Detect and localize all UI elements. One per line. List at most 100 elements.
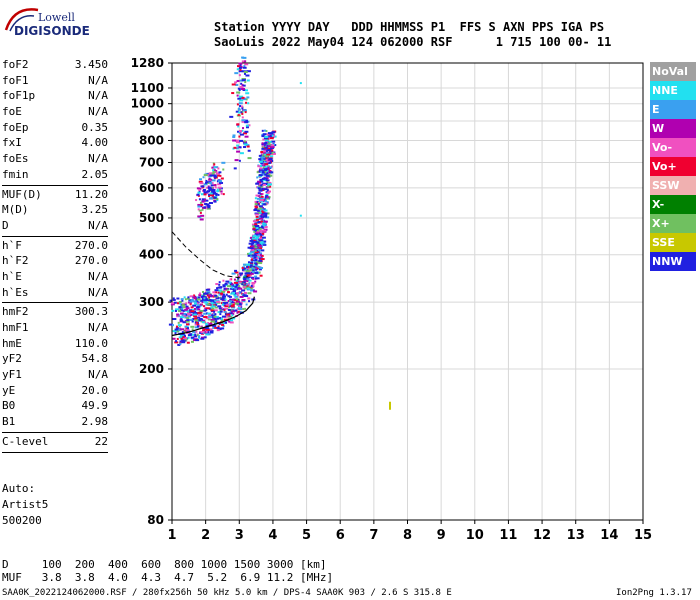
echo-point — [251, 236, 255, 239]
echo-point — [246, 79, 250, 82]
echo-point — [189, 295, 194, 298]
echo-point — [234, 299, 239, 302]
echo-point — [265, 216, 270, 219]
echo-point — [256, 261, 261, 264]
echo-point — [205, 307, 210, 310]
echo-point — [218, 180, 223, 183]
echo-point — [263, 188, 268, 191]
echo-point — [266, 197, 269, 200]
echo-point — [190, 340, 194, 343]
echo-point — [261, 129, 264, 132]
echo-point — [205, 309, 208, 312]
legend-item-w: W — [650, 119, 696, 138]
echo-point — [241, 60, 245, 63]
echo-point — [260, 158, 264, 161]
echo-point — [240, 82, 243, 85]
echo-point — [204, 198, 207, 201]
echo-point — [195, 312, 198, 315]
echo-point — [219, 174, 222, 177]
echo-point — [197, 296, 201, 299]
echo-point — [212, 169, 215, 172]
param-key: foF1p — [2, 89, 36, 103]
echo-point — [252, 277, 255, 280]
echo-point — [248, 279, 252, 282]
echo-point — [260, 162, 264, 165]
y-tick-label: 1280 — [131, 56, 164, 70]
echo-point — [260, 187, 263, 190]
x-tick-label: 6 — [336, 528, 345, 543]
echo-point — [209, 182, 213, 185]
echo-point — [237, 298, 240, 301]
echo-point — [203, 193, 207, 196]
echo-point — [242, 267, 246, 270]
echo-point — [272, 152, 276, 155]
echo-point — [217, 325, 220, 328]
footer-distance-line: D 100 200 400 600 800 1000 1500 3000 [km… — [2, 558, 327, 571]
param-key: hmF2 — [2, 305, 29, 319]
echo-point — [258, 216, 261, 219]
echo-point — [174, 309, 177, 312]
echo-point — [244, 81, 247, 84]
echo-point — [254, 246, 258, 249]
echo-point — [200, 325, 203, 328]
echo-point — [186, 341, 190, 344]
echo-point — [236, 91, 241, 94]
y-tick-label: 700 — [139, 155, 164, 169]
echo-point — [261, 195, 264, 198]
echo-point — [233, 281, 238, 284]
legend-item-vo-: Vo+ — [650, 157, 696, 176]
echo-point — [243, 65, 246, 68]
echo-point — [267, 183, 272, 186]
legend-item-noval: NoVal — [650, 62, 696, 81]
echo-point — [197, 215, 201, 218]
echo-point — [216, 198, 219, 201]
echo-point — [260, 252, 263, 255]
echo-point — [262, 179, 267, 182]
echo-point — [240, 111, 243, 114]
echo-point — [260, 199, 263, 202]
echo-point — [264, 135, 269, 138]
echo-point — [243, 140, 246, 143]
parameter-table: foF2 3.450 foF1 N/A foF1p N/A foE N/A foEp 0.35 fx… — [2, 58, 108, 455]
echo-point — [266, 160, 269, 163]
echo-point — [212, 326, 215, 329]
echo-point — [207, 318, 211, 321]
echo-point — [232, 317, 236, 320]
echo-point — [198, 335, 201, 338]
echo-point — [249, 264, 253, 267]
echo-point — [264, 160, 267, 163]
echo-point — [204, 202, 208, 205]
echo-point — [190, 310, 195, 313]
echo-point — [190, 336, 194, 339]
echo-point — [239, 95, 244, 98]
echo-point — [225, 301, 229, 304]
digisonde-logo-icon — [4, 8, 39, 32]
echo-point — [195, 299, 199, 302]
echo-point — [175, 326, 179, 329]
echo-point — [203, 312, 208, 315]
echo-point — [205, 179, 208, 182]
echo-point — [254, 197, 257, 200]
echo-point — [188, 318, 193, 321]
echo-point — [268, 190, 272, 193]
x-tick-label: 11 — [499, 528, 517, 543]
echo-point — [213, 200, 217, 203]
echo-point — [261, 208, 266, 211]
echo-point — [243, 71, 248, 74]
echo-point — [178, 329, 181, 332]
echo-point — [260, 220, 264, 223]
echo-point — [208, 202, 213, 205]
param-value: N/A — [88, 89, 108, 103]
echo-point — [179, 342, 182, 345]
echo-point — [221, 308, 226, 311]
echo-point — [250, 289, 254, 292]
echo-point — [222, 193, 225, 196]
param-row: M(D) 3.25 — [2, 203, 108, 219]
echo-point — [252, 250, 256, 253]
echo-point — [265, 182, 268, 185]
echo-point — [238, 131, 241, 134]
echo-point — [200, 203, 204, 206]
echo-point — [264, 153, 267, 156]
echo-point — [254, 277, 258, 280]
echo-point — [254, 233, 259, 236]
